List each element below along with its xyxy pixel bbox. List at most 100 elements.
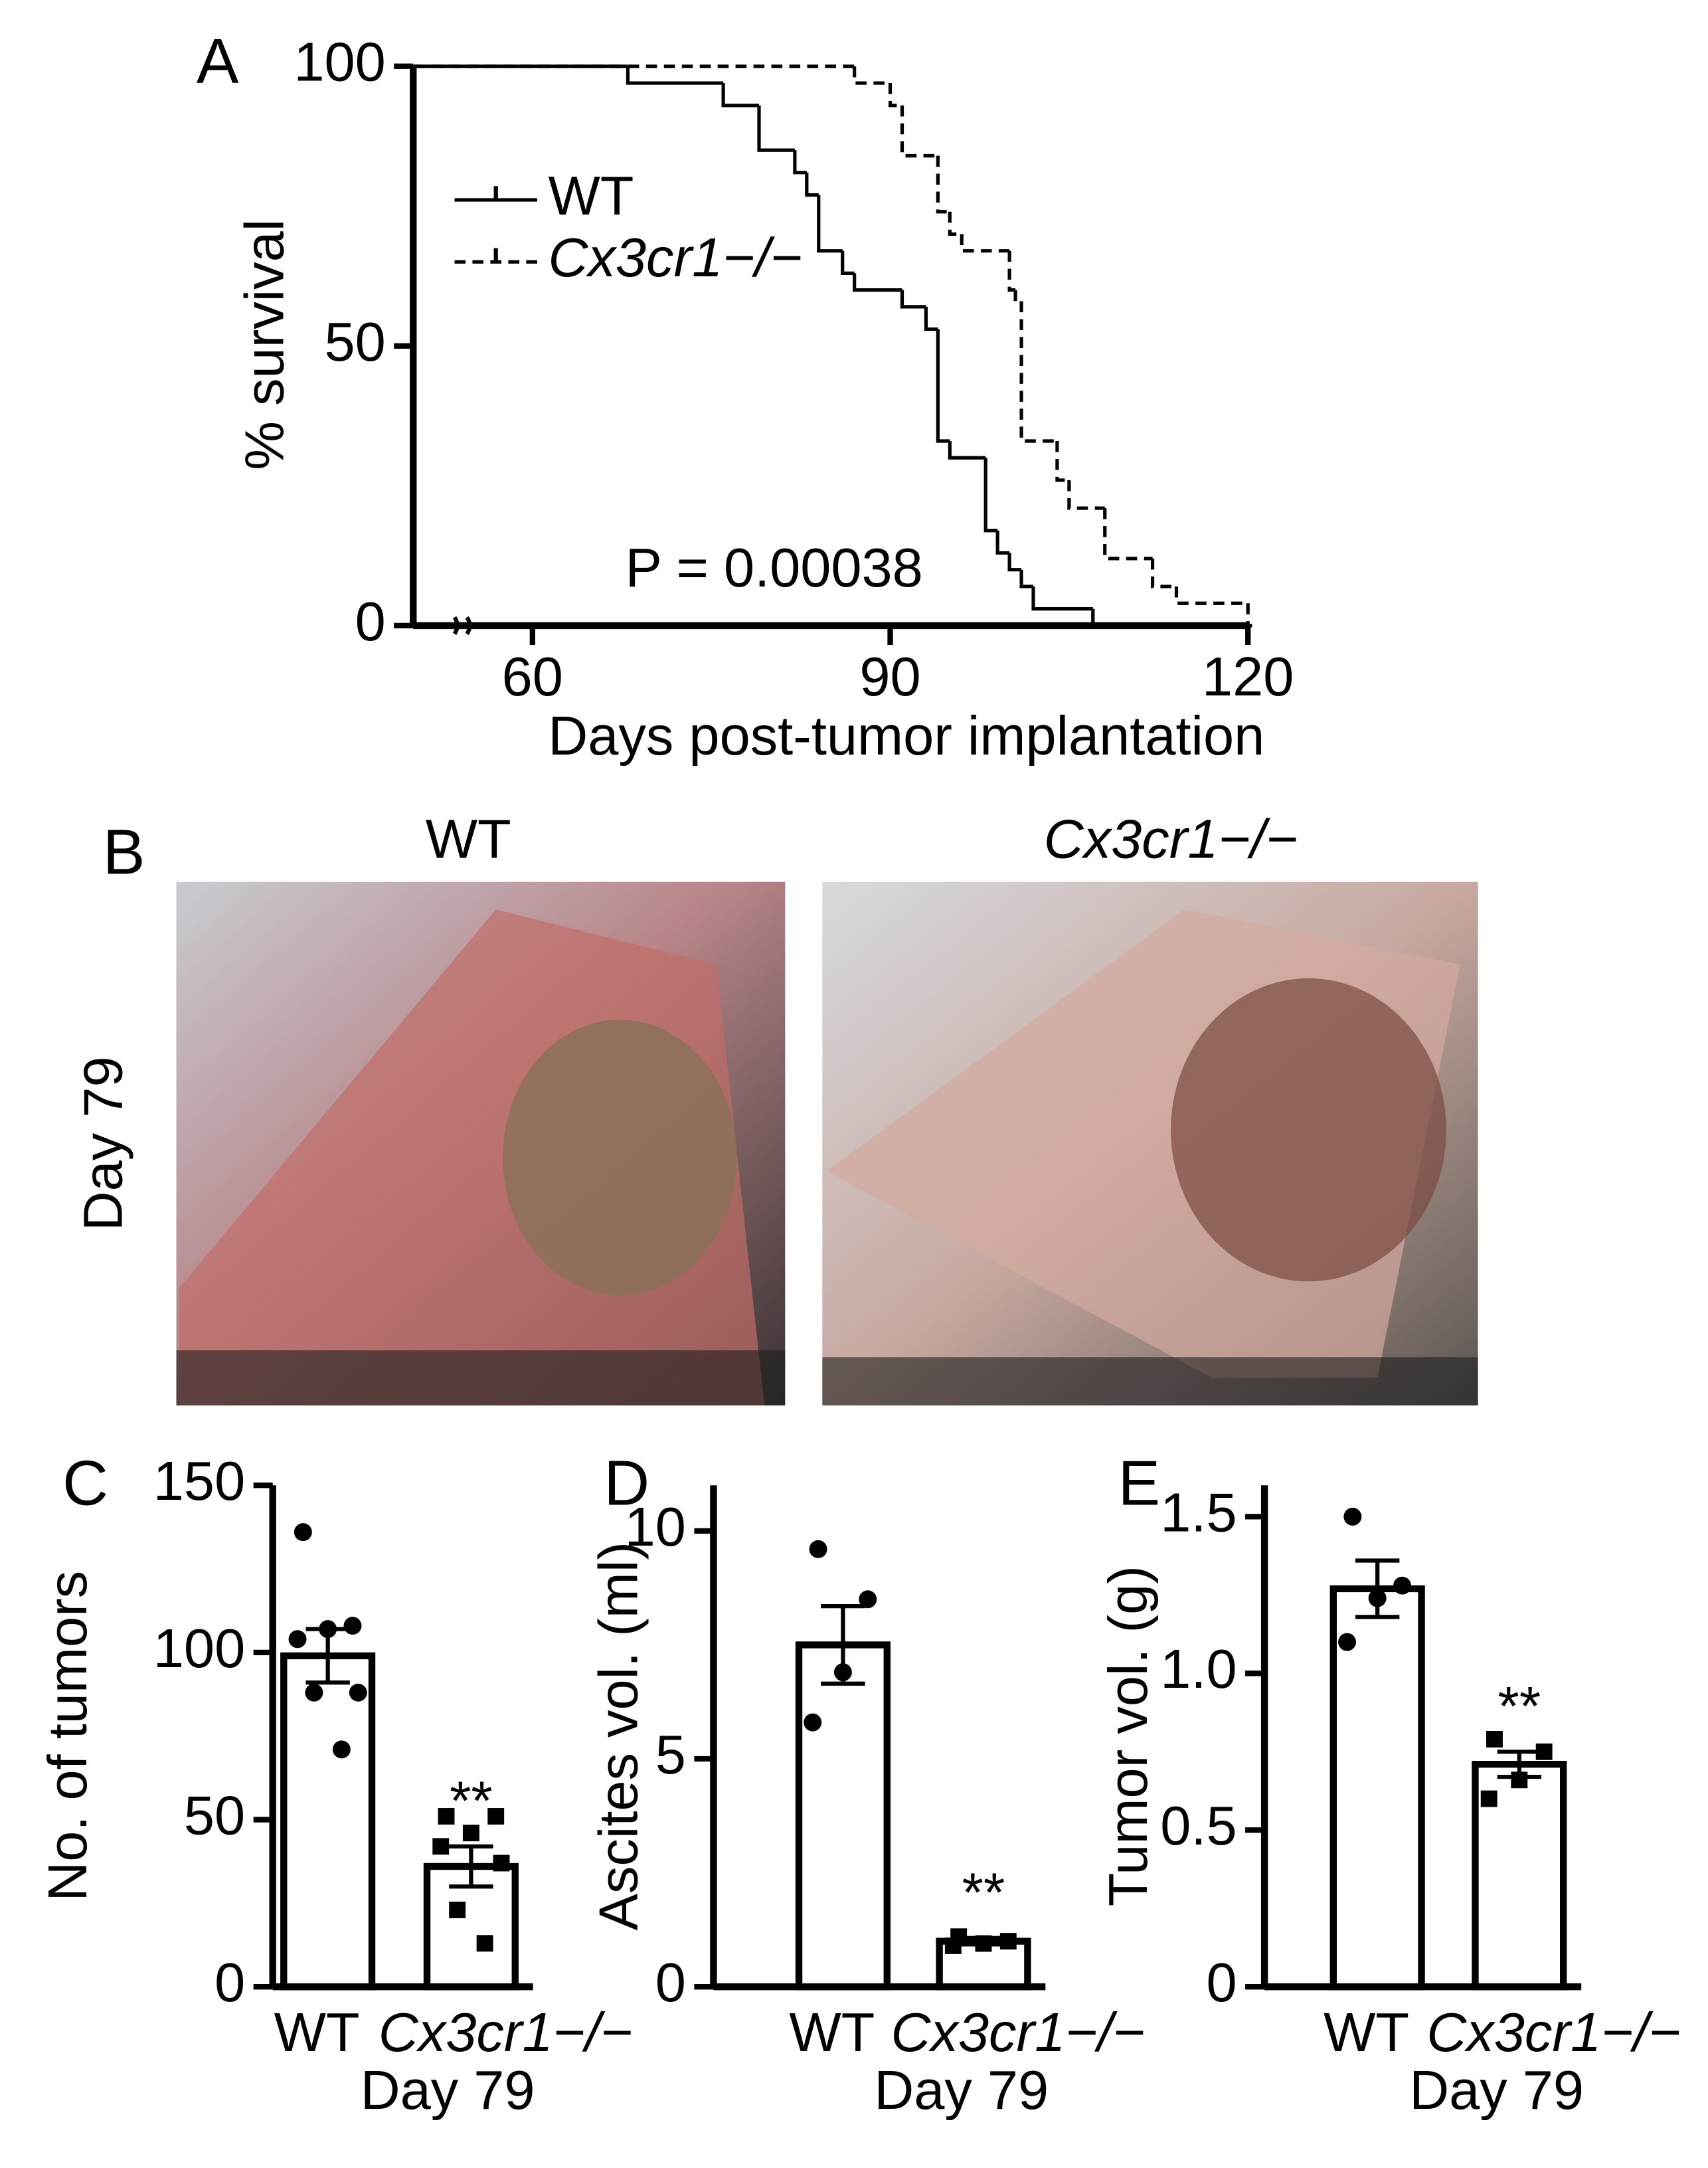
y-tick-label: 100 xyxy=(294,31,385,93)
x-tick-label: Cx3cr1−/− xyxy=(1426,2001,1681,2063)
survival-step xyxy=(817,195,843,253)
panel-label: A xyxy=(197,27,239,97)
annotation: P = 0.00038 xyxy=(626,537,923,598)
survival-step xyxy=(1055,441,1069,482)
data-point xyxy=(1535,1743,1553,1760)
y-tick-label: 1.5 xyxy=(1160,1481,1237,1543)
y-axis-title: Tumor vol. (g) xyxy=(1097,1566,1159,1906)
x-tick-label: WT xyxy=(789,2001,875,2063)
data-point xyxy=(305,1683,323,1702)
y-tick-label: 0 xyxy=(355,590,386,652)
survival-step xyxy=(936,329,950,443)
data-point xyxy=(343,1617,362,1635)
data-point xyxy=(432,1838,450,1855)
significance: ** xyxy=(1498,1675,1541,1737)
y-tick-label: 10 xyxy=(625,1496,686,1558)
x-axis-title: Day 79 xyxy=(874,2059,1049,2121)
data-point xyxy=(476,1935,493,1952)
survival-step xyxy=(1019,569,1033,588)
error-bar xyxy=(449,1844,493,1889)
column-label: Cx3cr1−/− xyxy=(1044,808,1298,870)
survival-step xyxy=(1246,603,1252,628)
survival-step xyxy=(1007,250,1016,292)
data-point xyxy=(487,1808,505,1825)
panel-label: E xyxy=(1118,1449,1161,1519)
bar xyxy=(280,1652,376,1991)
data-point xyxy=(1338,1633,1357,1651)
photo-cx3cr1 xyxy=(822,881,1478,1405)
survival-step xyxy=(1150,558,1177,588)
data-point xyxy=(438,1808,455,1825)
y-axis-title: % survival xyxy=(233,219,295,470)
y-axis-title: No. of tumors xyxy=(37,1571,98,1902)
data-point xyxy=(833,1663,852,1682)
data-point xyxy=(288,1630,307,1649)
x-tick-label: WT xyxy=(274,2001,360,2063)
x-axis-title: Days post-tumor implantation xyxy=(548,705,1264,767)
survival-step xyxy=(626,66,724,85)
survival-step xyxy=(924,306,938,331)
survival-step xyxy=(793,150,807,175)
panel-label: B xyxy=(103,818,145,888)
y-tick-label: 1.0 xyxy=(1160,1638,1237,1700)
data-point xyxy=(493,1854,510,1872)
data-point xyxy=(1343,1507,1362,1526)
y-tick-label: 0 xyxy=(214,1951,245,2013)
data-point xyxy=(294,1523,312,1542)
survival-step xyxy=(960,234,1010,253)
survival-step xyxy=(853,66,891,85)
survival-step xyxy=(900,105,938,158)
data-point xyxy=(1393,1576,1412,1595)
survival-step xyxy=(948,211,962,236)
survival-step xyxy=(805,172,819,197)
data-point xyxy=(1368,1589,1387,1607)
data-point xyxy=(804,1713,822,1732)
data-point xyxy=(1486,1730,1503,1748)
legend-label: Cx3cr1−/− xyxy=(549,226,803,288)
survival-step xyxy=(1067,480,1105,510)
data-point xyxy=(944,1937,962,1954)
y-tick-label: 0 xyxy=(655,1951,686,2013)
x-tick-label: Cx3cr1−/− xyxy=(379,2001,633,2063)
x-tick-label: Cx3cr1−/− xyxy=(891,2001,1145,2063)
data-point xyxy=(319,1620,337,1639)
survival-step xyxy=(983,458,998,533)
survival-step xyxy=(1103,508,1153,561)
data-point xyxy=(332,1740,351,1759)
survival-step xyxy=(721,83,759,108)
photo-wt xyxy=(176,881,786,1405)
data-point xyxy=(1480,1790,1497,1807)
data-point xyxy=(1511,1771,1528,1789)
survival-step xyxy=(1174,586,1248,605)
panel-label: D xyxy=(604,1449,649,1519)
data-point xyxy=(809,1540,827,1558)
data-point xyxy=(999,1933,1017,1950)
survival-step xyxy=(841,250,855,275)
survival-step xyxy=(853,273,902,292)
data-point xyxy=(859,1590,877,1609)
bar xyxy=(795,1641,891,1991)
x-tick-label: WT xyxy=(1324,2001,1409,2063)
survival-step xyxy=(757,105,795,152)
survival-step xyxy=(900,290,926,309)
x-axis-title: Day 79 xyxy=(1409,2059,1584,2121)
survival-step xyxy=(995,530,1010,555)
data-point xyxy=(349,1683,367,1702)
survival-step xyxy=(1019,301,1057,443)
bar xyxy=(1329,1585,1425,1991)
panel-label: C xyxy=(62,1449,108,1519)
column-label: WT xyxy=(426,808,511,870)
data-point xyxy=(449,1901,466,1918)
y-tick-label: 100 xyxy=(153,1617,245,1679)
error-bar xyxy=(1355,1558,1400,1619)
survival-step xyxy=(888,83,902,108)
data-point xyxy=(462,1825,479,1842)
y-tick-label: 5 xyxy=(655,1724,686,1785)
survival-step xyxy=(1013,290,1022,304)
y-tick-label: 0.5 xyxy=(1160,1795,1237,1856)
significance: ** xyxy=(962,1861,1005,1923)
legend-label: WT xyxy=(549,165,634,226)
significance: ** xyxy=(450,1770,493,1832)
x-tick-label: 120 xyxy=(1202,646,1294,707)
